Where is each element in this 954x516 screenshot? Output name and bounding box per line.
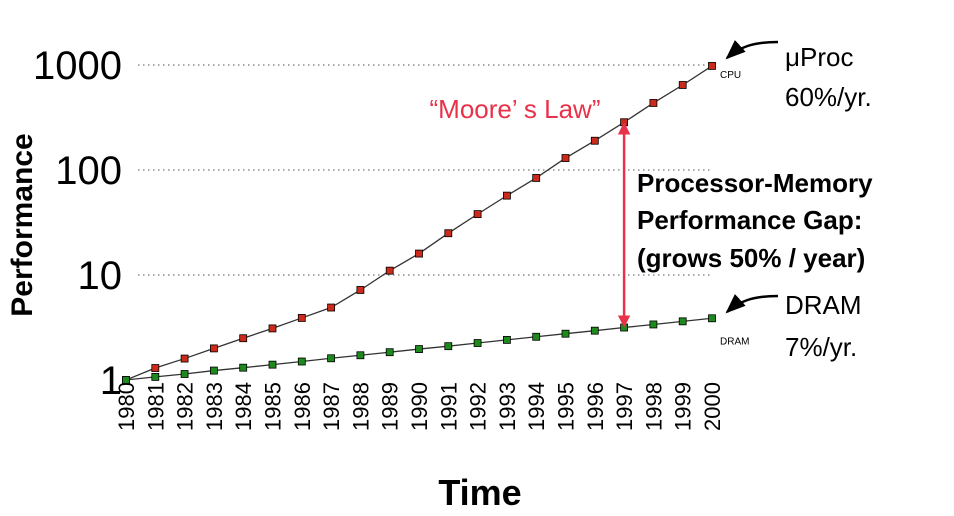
data-point [415,249,423,258]
data-point [180,370,189,378]
data-point [590,136,599,145]
data-point [473,210,482,219]
data-point [327,354,336,363]
x-tick-label: 1986 [290,382,315,431]
x-tick-label: 1992 [466,382,491,431]
data-point [473,339,482,347]
x-tick-label: 1991 [436,382,461,431]
data-point [151,364,160,372]
gap-annotation: Processor-Memory [637,168,873,198]
data-point [502,191,511,200]
data-point [180,354,189,363]
x-tick-label: 1990 [407,382,432,431]
gap-annotation: Performance Gap: [637,205,862,235]
x-tick-label: 1997 [612,382,637,431]
data-point [297,357,306,366]
y-tick-label: 1 [100,359,122,403]
data-point [561,329,570,338]
x-tick-label: 1993 [495,382,520,431]
dram-annotation: 7%/yr. [785,332,857,362]
data-point [356,351,365,360]
data-point [385,266,394,275]
data-point [444,229,453,238]
data-point [356,286,365,294]
data-point [327,303,336,312]
data-point [239,363,248,372]
x-axis-label: Time [438,472,521,513]
y-axis-label: Performance [6,133,39,316]
x-tick-label: 2000 [700,382,725,431]
dram-annotation: DRAM [785,290,862,320]
data-point [239,334,248,343]
x-tick-label: 1987 [319,382,344,431]
data-point [532,174,541,182]
x-tick-label: 1995 [554,382,579,431]
data-point [532,332,541,341]
data-point [268,360,277,369]
data-point [678,317,687,326]
pointer-arrow [725,293,779,314]
data-point [209,344,218,353]
x-tick-label: 1982 [173,382,198,431]
cpu-annotation: 60%/yr. [785,82,872,112]
data-point [415,345,423,353]
y-tick-label: 100 [55,149,122,193]
pointer-arrow [725,39,779,60]
data-point [590,326,599,335]
series-label: CPU [720,70,741,81]
data-point [444,342,453,351]
data-point [620,323,628,332]
data-point [209,366,218,375]
data-point [708,62,716,70]
cpu-annotation: μProc [785,42,853,72]
series-label: DRAM [720,336,749,347]
x-tick-label: 1998 [641,382,666,431]
data-point [620,118,628,127]
data-point [268,324,277,333]
y-tick-label: 10 [78,254,123,298]
x-tick-label: 1999 [671,382,696,431]
data-point [502,335,511,344]
data-point [678,81,687,89]
x-tick-label: 1981 [143,382,168,431]
x-tick-label: 1994 [524,382,549,431]
data-point [385,348,394,357]
x-tick-label: 1984 [231,382,256,431]
y-tick-label: 1000 [33,44,122,88]
x-tick-label: 1985 [261,382,286,431]
x-tick-label: 1980 [114,382,139,431]
x-tick-label: 1996 [583,382,608,431]
moore-annotation: “Moore’ s Law” [430,94,601,124]
data-point [297,314,306,322]
x-tick-label: 1983 [202,382,227,431]
data-point [708,314,716,323]
data-point [561,154,570,162]
x-tick-label: 1989 [378,382,403,431]
data-point [649,99,658,107]
data-point [122,376,130,384]
gap-annotation: (grows 50% / year) [637,243,865,273]
x-tick-label: 1988 [348,382,373,431]
data-point [151,373,160,381]
data-point [649,320,658,329]
